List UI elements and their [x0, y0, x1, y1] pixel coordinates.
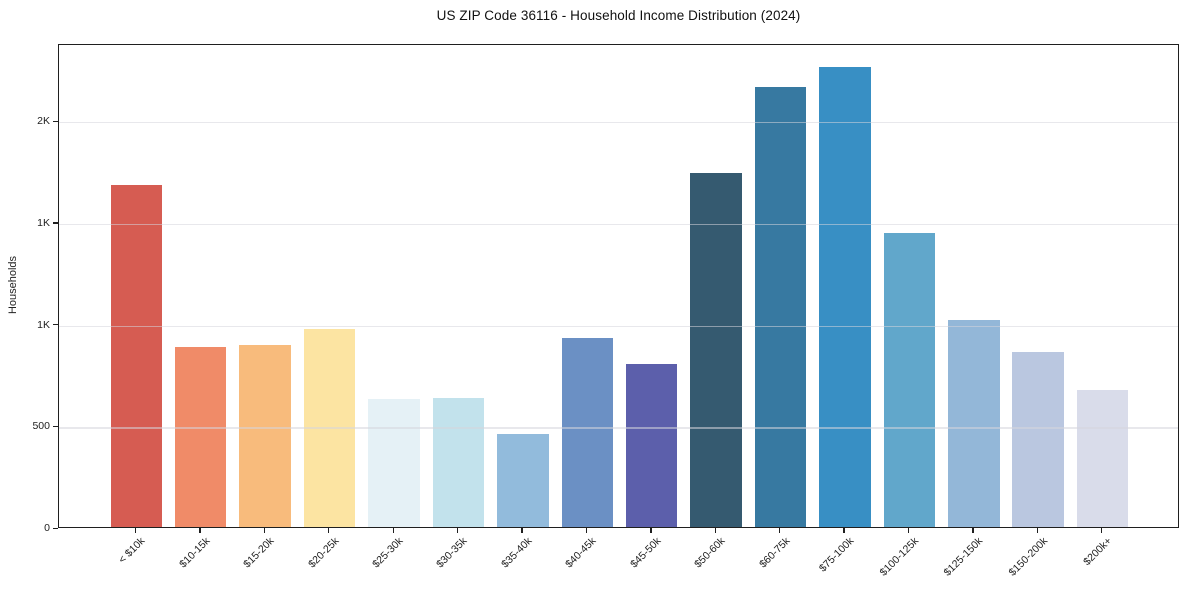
x-tick-label: $35-40k: [499, 535, 535, 571]
bar-$35-40k: [497, 434, 549, 527]
gridline: [59, 325, 1178, 327]
x-tick-mark: [843, 528, 845, 533]
x-tick-label: $50-60k: [692, 535, 728, 571]
x-tick-label: $30-35k: [434, 535, 470, 571]
bar-$200k+: [1076, 389, 1129, 527]
gridline: [59, 427, 1178, 429]
x-tick-mark: [456, 528, 459, 533]
x-tick-label: $25-30k: [370, 535, 406, 571]
y-tick-mark: [53, 527, 58, 529]
bar-$30-35k: [432, 397, 485, 527]
x-tick-mark: [1036, 528, 1039, 533]
x-tick-mark: [972, 528, 974, 533]
bar-< $10k: [110, 185, 163, 527]
bar-$75-100k: [819, 67, 871, 527]
x-tick-label: $100-125k: [877, 535, 921, 579]
x-tick-label: < $10k: [116, 535, 148, 566]
bar-$40-45k: [561, 337, 614, 527]
x-tick-label: $45-50k: [627, 535, 664, 571]
x-tick-label: $10-15k: [176, 535, 213, 571]
y-tick-label: 1K: [37, 216, 50, 229]
bar-$25-30k: [368, 398, 420, 527]
bars-layer: [59, 45, 1178, 527]
y-tick-mark: [53, 222, 58, 224]
bar-$45-50k: [625, 364, 678, 527]
gridline: [59, 122, 1178, 124]
x-tick-label: $200k+: [1081, 535, 1115, 569]
x-tick-label: $150-200k: [1006, 535, 1050, 579]
y-tick-mark: [53, 120, 58, 123]
x-tick-label: $125-150k: [941, 535, 986, 579]
x-tick-mark: [779, 528, 781, 533]
plot-area: [58, 44, 1179, 528]
x-tick-mark: [585, 528, 588, 533]
x-tick-mark: [650, 528, 652, 533]
y-tick-label: 500: [32, 420, 50, 433]
bar-$125-150k: [948, 319, 1000, 527]
x-tick-mark: [714, 528, 716, 533]
x-tick-mark: [134, 528, 137, 533]
x-tick-mark: [263, 528, 265, 533]
x-tick-label: $40-45k: [563, 535, 599, 571]
x-tick-mark: [521, 528, 523, 533]
bar-$150-200k: [1012, 352, 1065, 527]
bar-$15-20k: [239, 345, 291, 527]
x-tick-mark: [1101, 528, 1103, 533]
x-tick-mark: [392, 528, 394, 533]
x-tick-label: $20-25k: [305, 535, 342, 571]
chart-title: US ZIP Code 36116 - Household Income Dis…: [436, 8, 801, 23]
x-tick-label: $75-100k: [817, 535, 857, 575]
bar-$50-60k: [690, 173, 742, 527]
bar-$60-75k: [754, 86, 807, 527]
x-tick-label: $60-75k: [756, 535, 793, 571]
x-tick-label: $15-20k: [241, 535, 277, 571]
x-tick-mark: [328, 528, 330, 533]
y-tick-label: 0: [44, 522, 50, 534]
x-tick-mark: [199, 528, 201, 533]
y-tick-label: 2K: [37, 115, 50, 128]
grid-layer: [59, 45, 1178, 527]
y-tick-mark: [53, 425, 58, 428]
bar-$10-15k: [174, 347, 227, 527]
y-tick-mark: [53, 324, 58, 326]
y-tick-label: 1K: [37, 318, 50, 331]
x-tick-mark: [907, 528, 910, 533]
gridline: [59, 223, 1178, 226]
bar-$100-125k: [883, 233, 936, 527]
